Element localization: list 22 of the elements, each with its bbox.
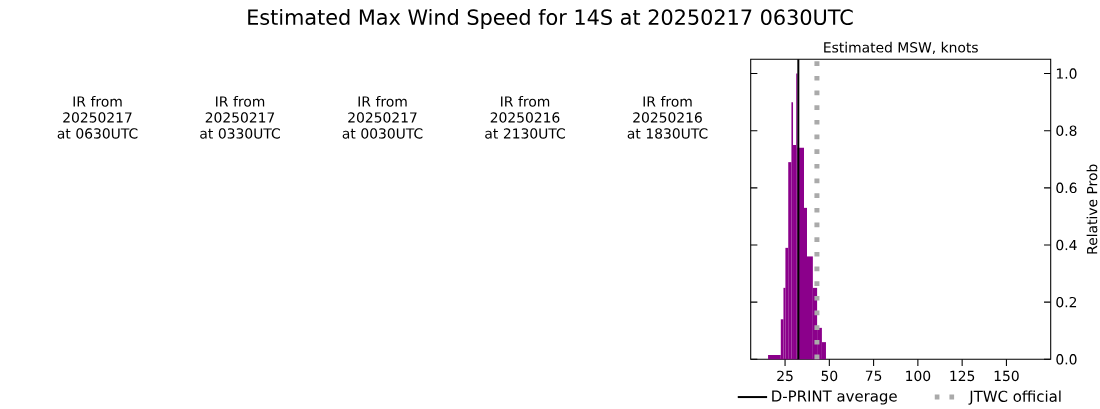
legend-label: JTWC official — [968, 390, 1061, 405]
x-tick-label: 50 — [821, 370, 838, 382]
y-axis-title: Relative Prob — [1086, 164, 1098, 254]
x-tick-label: 100 — [906, 370, 931, 382]
y-tick-label: 0.6 — [1056, 182, 1077, 194]
x-tick-label: 150 — [994, 370, 1019, 382]
chart-subtitle: Estimated MSW, knots — [824, 41, 978, 55]
text: Estimated Max Wind Speed for 14S at 20250217 0630UTC — [248, 8, 853, 30]
x-tick-label: 75 — [865, 370, 882, 381]
y-tick-label: 0.8 — [1056, 125, 1077, 136]
x-tick-label: 125 — [950, 370, 975, 382]
x-tick-label: 25 — [777, 370, 793, 382]
text: IR from 20250216 at 2130UTC — [485, 95, 565, 139]
text: IR from 20250217 at 0630UTC — [57, 95, 138, 139]
y-tick-label: 0.4 — [1056, 239, 1077, 251]
y-tick-label: 0.0 — [1056, 354, 1077, 365]
text: IR from 20250217 at 0330UTC — [200, 95, 280, 139]
legend-label: D-PRINT average — [772, 390, 897, 405]
y-tick-label: 1.0 — [1056, 68, 1077, 79]
text: IR from 20250217 at 0030UTC — [342, 95, 423, 139]
text: IR from 20250216 at 1830UTC — [627, 95, 708, 139]
y-tick-label: 0.2 — [1056, 296, 1077, 308]
